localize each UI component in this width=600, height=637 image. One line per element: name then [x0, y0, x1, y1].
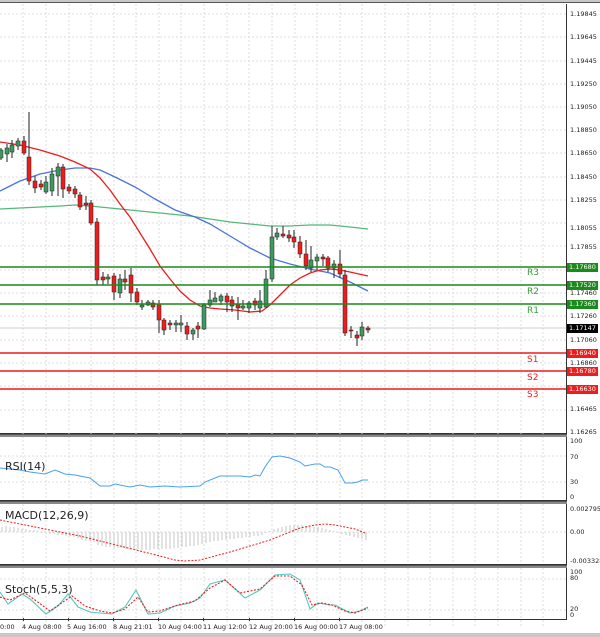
time-label: 0:00 [0, 623, 15, 631]
time-label: 4 Aug 08:00 [22, 623, 62, 631]
macd-axis-label: -0.003328 [570, 557, 600, 565]
stoch-title: Stoch(5,5,3) [5, 583, 73, 596]
time-label: 11 Aug 12:00 [203, 623, 247, 631]
macd-title: MACD(12,26,9) [5, 509, 89, 522]
r3-label: R3 [527, 268, 539, 278]
s2-price-tag: 1.16780 [567, 367, 598, 376]
ma-fast-line [0, 141, 369, 313]
time-label: 10 Aug 04:00 [158, 623, 202, 631]
price-grid [0, 4, 566, 628]
time-label: 5 Aug 16:00 [67, 623, 107, 631]
macd-axis-label: 0.002795 [570, 505, 600, 513]
macd-signal-line [0, 519, 366, 562]
stoch-axis-label: 100 [570, 568, 583, 576]
stoch-panel[interactable] [0, 568, 567, 620]
price-label: 1.18055 [570, 224, 597, 232]
r1-label: R1 [527, 306, 539, 316]
time-label: 17 Aug 08:00 [339, 623, 383, 631]
macd-separator[interactable] [0, 501, 567, 504]
price-label: 1.16860 [570, 359, 597, 367]
rsi-axis-label: 30 [570, 478, 579, 486]
stoch-axis-label: 80 [570, 574, 579, 582]
stoch-signal-line [0, 575, 369, 614]
price-label: 1.19845 [570, 10, 597, 18]
price-label: 1.18255 [570, 196, 597, 204]
ma-slow-line [0, 204, 369, 230]
price-label: 1.17060 [570, 336, 597, 344]
candles [0, 112, 371, 346]
s1-price-tag: 1.16940 [567, 349, 598, 358]
r1-price-tag: 1.17360 [567, 300, 598, 309]
rsi-axis-label: 70 [570, 453, 579, 461]
stoch-axis-label: 20 [570, 605, 579, 613]
macd-axis-label: 0.00 [570, 528, 585, 536]
stoch-separator[interactable] [0, 565, 567, 568]
macd-histogram [1, 525, 367, 550]
r3-price-tag: 1.17680 [567, 263, 598, 272]
s3-price-tag: 1.16630 [567, 385, 598, 394]
price-label: 1.17460 [570, 289, 597, 297]
rsi-axis-label: 0 [570, 493, 575, 501]
price-label: 1.18650 [570, 149, 597, 157]
stoch-axis-label: 0 [570, 611, 575, 619]
r2-label: R2 [527, 287, 539, 297]
rsi-title: RSI(14) [5, 460, 46, 473]
price-label: 1.18450 [570, 173, 597, 181]
s1-label: S1 [527, 355, 539, 365]
rsi-line [0, 455, 368, 488]
rsi-plot [0, 455, 566, 488]
time-label: 8 Aug 21:01 [113, 623, 153, 631]
window-bottom-border [0, 633, 600, 637]
price-label: 1.16465 [570, 405, 597, 413]
price-label: 1.18850 [570, 126, 597, 134]
s2-label: S2 [527, 373, 539, 383]
price-label: 1.16265 [570, 428, 597, 436]
price-label: 1.19645 [570, 33, 597, 41]
rsi-separator[interactable] [0, 434, 567, 437]
current-price-tag: 1.17147 [567, 324, 598, 333]
time-label: 12 Aug 20:00 [249, 623, 293, 631]
macd-plot [0, 519, 566, 562]
price-label: 1.17260 [570, 312, 597, 320]
rsi-axis-label: 100 [570, 437, 583, 445]
r2-price-tag: 1.17520 [567, 281, 598, 290]
price-label: 1.19445 [570, 57, 597, 65]
macd-panel[interactable] [0, 504, 567, 565]
time-label: 16 Aug 00:00 [294, 623, 338, 631]
price-label: 1.19050 [570, 103, 597, 111]
s3-label: S3 [527, 390, 539, 400]
window-top-border [0, 0, 600, 3]
stoch-plot [0, 573, 566, 615]
price-label: 1.19250 [570, 80, 597, 88]
rsi-panel[interactable] [0, 437, 567, 501]
price-chart-panel[interactable] [0, 4, 567, 434]
price-label: 1.17855 [570, 243, 597, 251]
